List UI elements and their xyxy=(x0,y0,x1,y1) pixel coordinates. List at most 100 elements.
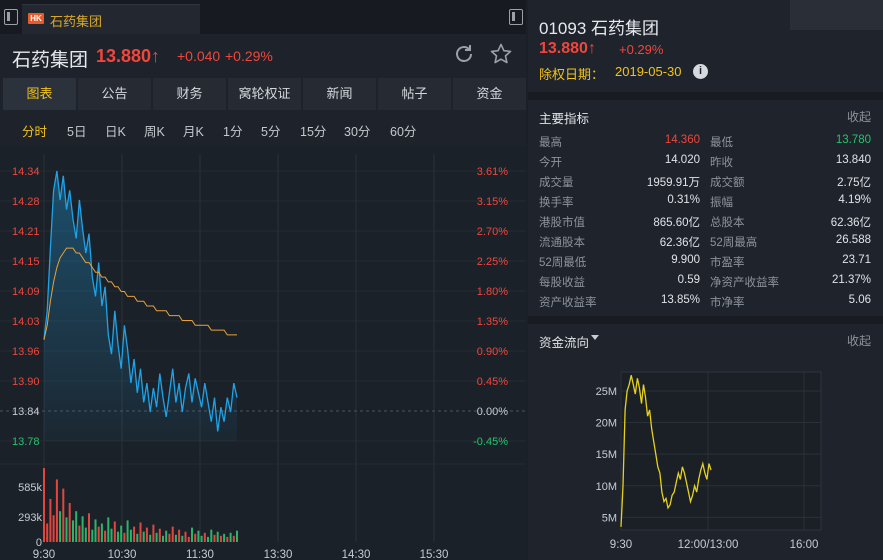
panel-toggle-right-icon[interactable] xyxy=(509,9,523,25)
exdividend-label: 除权日期： xyxy=(539,67,605,82)
panel-toggle-icon[interactable] xyxy=(4,9,18,25)
stock-tab[interactable]: HK 石药集团 xyxy=(22,4,200,34)
flow-y-label: 20M xyxy=(596,418,617,430)
volume-bar xyxy=(97,526,100,542)
metric-value: 21.37% xyxy=(831,274,871,286)
volume-bar xyxy=(52,515,55,542)
stock-code-title: 01093 石药集团 xyxy=(539,19,659,38)
right-change-percent: +0.29% xyxy=(619,42,664,57)
volume-bar xyxy=(110,528,113,542)
volume-bar xyxy=(194,533,197,542)
y-pct-label: 0.90% xyxy=(477,346,508,358)
y-pct-label: 3.61% xyxy=(477,166,508,178)
flow-x-label: 12:00/13:00 xyxy=(678,539,739,551)
volume-bar xyxy=(104,530,107,542)
volume-bar xyxy=(158,528,161,542)
y-price-label: 14.09 xyxy=(12,286,40,298)
volume-bar xyxy=(142,531,145,542)
flow-plot-bg xyxy=(620,371,822,531)
left-panel: HK 石药集团 石药集团 13.880↑ +0.040 +0.29% 图表 公告… xyxy=(0,4,526,560)
period-5min[interactable]: 5分 xyxy=(261,125,281,139)
stock-change: +0.040 xyxy=(177,48,221,64)
period-weekly-k[interactable]: 周K xyxy=(144,125,165,139)
y-price-label: 13.84 xyxy=(12,406,40,418)
y-pct-label: 2.70% xyxy=(477,226,508,238)
y-pct-label: 0.45% xyxy=(477,376,508,388)
tab-announcements[interactable]: 公告 xyxy=(78,78,151,110)
tab-posts[interactable]: 帖子 xyxy=(378,78,451,110)
tab-chart[interactable]: 图表 xyxy=(3,78,76,110)
metrics-collapse-button[interactable]: 收起 xyxy=(846,110,871,124)
tab-warrants[interactable]: 窝轮权证 xyxy=(228,78,301,110)
volume-bar xyxy=(187,536,190,542)
metric-value: 0.59 xyxy=(677,274,700,286)
right-price: 13.880↑ xyxy=(539,40,596,57)
volume-bar xyxy=(78,525,81,542)
right-panel: 01093 石药集团 13.880↑ +0.29% 除权日期： 2019-05-… xyxy=(528,0,883,560)
metric-label: 每股收益 xyxy=(539,277,585,289)
metric-value: 0.31% xyxy=(667,194,700,206)
refresh-icon[interactable] xyxy=(453,43,475,65)
period-5day[interactable]: 5日 xyxy=(67,125,87,139)
period-15min[interactable]: 15分 xyxy=(300,125,327,139)
volume-bar xyxy=(94,519,97,542)
tab-title: 石药集团 xyxy=(50,14,103,29)
period-monthly-k[interactable]: 月K xyxy=(183,125,204,139)
intraday-chart[interactable]: 14.34 3.61% 14.28 3.15% 14.21 2.70% 14.15 2.25%… xyxy=(0,146,526,560)
y-price-label: 14.03 xyxy=(12,316,40,328)
period-1min[interactable]: 1分 xyxy=(223,125,243,139)
period-daily-k[interactable]: 日K xyxy=(105,125,126,139)
period-intraday[interactable]: 分时 xyxy=(22,125,48,139)
metric-label: 成交额 xyxy=(710,177,745,189)
volume-bar xyxy=(133,526,136,542)
volume-bar xyxy=(46,523,49,542)
period-60min[interactable]: 60分 xyxy=(390,125,417,139)
info-icon[interactable]: i xyxy=(693,64,708,79)
volume-bar xyxy=(174,534,177,542)
tab-financials[interactable]: 财务 xyxy=(153,78,226,110)
star-icon[interactable] xyxy=(489,42,513,66)
y-pct-label: 0.00% xyxy=(477,406,508,418)
metric-label: 市盈率 xyxy=(710,257,745,269)
hk-badge: HK xyxy=(28,13,44,24)
tab-news[interactable]: 新闻 xyxy=(303,78,376,110)
capital-flow-title[interactable]: 资金流向 xyxy=(539,336,590,350)
capital-flow-collapse-button[interactable]: 收起 xyxy=(846,334,871,348)
volume-bar xyxy=(81,516,84,542)
volume-bar xyxy=(184,531,187,542)
volume-bar xyxy=(229,532,232,542)
volume-bar xyxy=(155,532,158,542)
volume-bar xyxy=(223,533,226,542)
metric-label: 市净率 xyxy=(710,297,745,309)
volume-bar xyxy=(65,517,68,542)
flow-y-label: 5M xyxy=(602,512,617,524)
metric-label: 流通股本 xyxy=(539,237,585,249)
metric-row: 每股收益 0.59 净资产收益率 21.37% xyxy=(528,272,883,292)
volume-bar xyxy=(75,511,78,542)
flow-x-label: 16:00 xyxy=(790,539,819,551)
metric-value: 23.71 xyxy=(842,254,871,266)
volume-label: 0 xyxy=(36,537,42,549)
volume-bar xyxy=(91,529,94,542)
volume-bar xyxy=(72,520,74,542)
flow-y-label: 15M xyxy=(596,449,617,461)
volume-bar xyxy=(197,530,200,542)
volume-label: 585k xyxy=(18,482,42,494)
volume-label: 293k xyxy=(18,512,42,524)
metric-label: 昨收 xyxy=(710,157,733,169)
caret-down-icon[interactable] xyxy=(591,335,599,340)
metric-row: 最高 14.360 最低 13.780 xyxy=(528,132,883,152)
tab-capital[interactable]: 资金 xyxy=(453,78,526,110)
metric-value: 4.19% xyxy=(838,194,871,206)
period-30min[interactable]: 30分 xyxy=(344,125,371,139)
metric-label: 52周最高 xyxy=(710,237,758,249)
flow-y-label: 25M xyxy=(596,386,617,398)
metric-label: 换手率 xyxy=(539,197,574,209)
top-right-block xyxy=(790,0,883,30)
y-price-label: 14.15 xyxy=(12,256,40,268)
price-line xyxy=(43,170,238,432)
volume-bar xyxy=(123,532,126,542)
y-price-label: 13.78 xyxy=(12,436,40,448)
volume-bar xyxy=(84,527,87,542)
metric-value: 14.020 xyxy=(664,154,700,166)
